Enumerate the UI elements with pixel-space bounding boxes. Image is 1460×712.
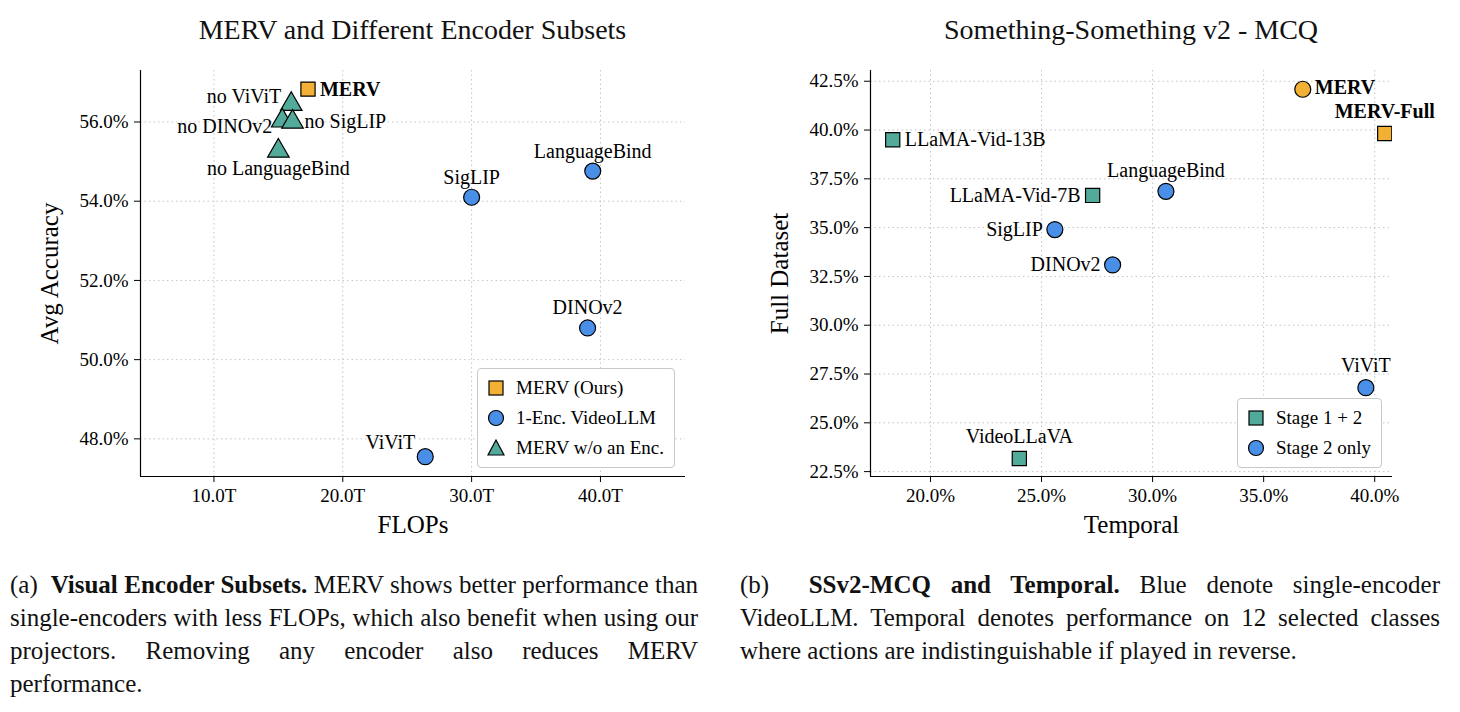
svg-text:no ViViT: no ViViT <box>207 85 281 107</box>
svg-text:27.5%: 27.5% <box>809 363 858 384</box>
svg-text:FLOPs: FLOPs <box>378 511 449 538</box>
svg-text:37.5%: 37.5% <box>809 168 858 189</box>
svg-text:SigLIP: SigLIP <box>443 166 500 189</box>
svg-text:Avg Accuracy: Avg Accuracy <box>36 202 63 344</box>
html-text:(a) Visual Encoder Subsets. ME: (a) Visual Encoder Subsets. MERV shows b… <box>10 571 698 697</box>
html-text:Stage 1 + 2: Stage 1 + 2 <box>1276 407 1363 428</box>
svg-text:25.0%: 25.0% <box>1017 485 1066 506</box>
html-text:Stage 2 only: Stage 2 only <box>1276 437 1371 458</box>
svg-text:LanguageBind: LanguageBind <box>1107 159 1225 182</box>
svg-text:MERV: MERV <box>320 78 381 100</box>
svg-text:VideoLLaVA: VideoLLaVA <box>966 425 1074 447</box>
html-text:MERV w/o an Enc.: MERV w/o an Enc. <box>516 437 664 458</box>
svg-text:Full Dataset: Full Dataset <box>766 213 793 335</box>
svg-text:20.0%: 20.0% <box>906 485 955 506</box>
svg-text:48.0%: 48.0% <box>79 428 128 449</box>
svg-text:42.5%: 42.5% <box>809 70 858 91</box>
svg-text:DINOv2: DINOv2 <box>1031 253 1101 275</box>
svg-text:35.0%: 35.0% <box>1239 485 1288 506</box>
svg-text:40.0%: 40.0% <box>809 119 858 140</box>
svg-text:ViViT: ViViT <box>365 431 415 453</box>
html-text:1-Enc. VideoLLM: 1-Enc. VideoLLM <box>516 407 656 428</box>
svg-text:no SigLIP: no SigLIP <box>305 110 387 133</box>
svg-text:SigLIP: SigLIP <box>986 218 1043 241</box>
svg-text:30.0%: 30.0% <box>809 314 858 335</box>
svg-text:DINOv2: DINOv2 <box>553 296 623 318</box>
html-text:MERV and Different Encoder Sub: MERV and Different Encoder Subsets <box>198 14 627 45</box>
svg-text:MERV-Full: MERV-Full <box>1335 100 1435 122</box>
svg-text:MERV: MERV <box>1315 76 1376 98</box>
svg-text:50.0%: 50.0% <box>79 349 128 370</box>
svg-text:40.0T: 40.0T <box>578 485 623 506</box>
svg-text:LanguageBind: LanguageBind <box>534 140 652 163</box>
svg-text:56.0%: 56.0% <box>79 111 128 132</box>
svg-text:30.0%: 30.0% <box>1128 485 1177 506</box>
svg-text:no DINOv2: no DINOv2 <box>177 115 272 137</box>
svg-text:20.0T: 20.0T <box>320 485 365 506</box>
svg-text:Temporal: Temporal <box>1084 511 1179 538</box>
svg-text:ViViT: ViViT <box>1341 354 1391 376</box>
svg-text:32.5%: 32.5% <box>809 266 858 287</box>
svg-text:35.0%: 35.0% <box>809 217 858 238</box>
svg-text:52.0%: 52.0% <box>79 270 128 291</box>
svg-text:25.0%: 25.0% <box>809 412 858 433</box>
svg-text:10.0T: 10.0T <box>192 485 237 506</box>
svg-text:30.0T: 30.0T <box>449 485 494 506</box>
svg-text:22.5%: 22.5% <box>809 461 858 482</box>
svg-text:LLaMA-Vid-13B: LLaMA-Vid-13B <box>905 128 1046 150</box>
svg-text:54.0%: 54.0% <box>79 190 128 211</box>
html-text:Something-Something v2 - MCQ: Something-Something v2 - MCQ <box>943 14 1319 45</box>
svg-text:40.0%: 40.0% <box>1350 485 1399 506</box>
html-text:(b) SSv2-MCQ and Temporal. Blu: (b) SSv2-MCQ and Temporal. Blue denote s… <box>740 571 1440 664</box>
svg-text:LLaMA-Vid-7B: LLaMA-Vid-7B <box>950 184 1081 206</box>
html-text:MERV (Ours): MERV (Ours) <box>516 377 624 398</box>
svg-text:no LanguageBind: no LanguageBind <box>207 157 350 180</box>
